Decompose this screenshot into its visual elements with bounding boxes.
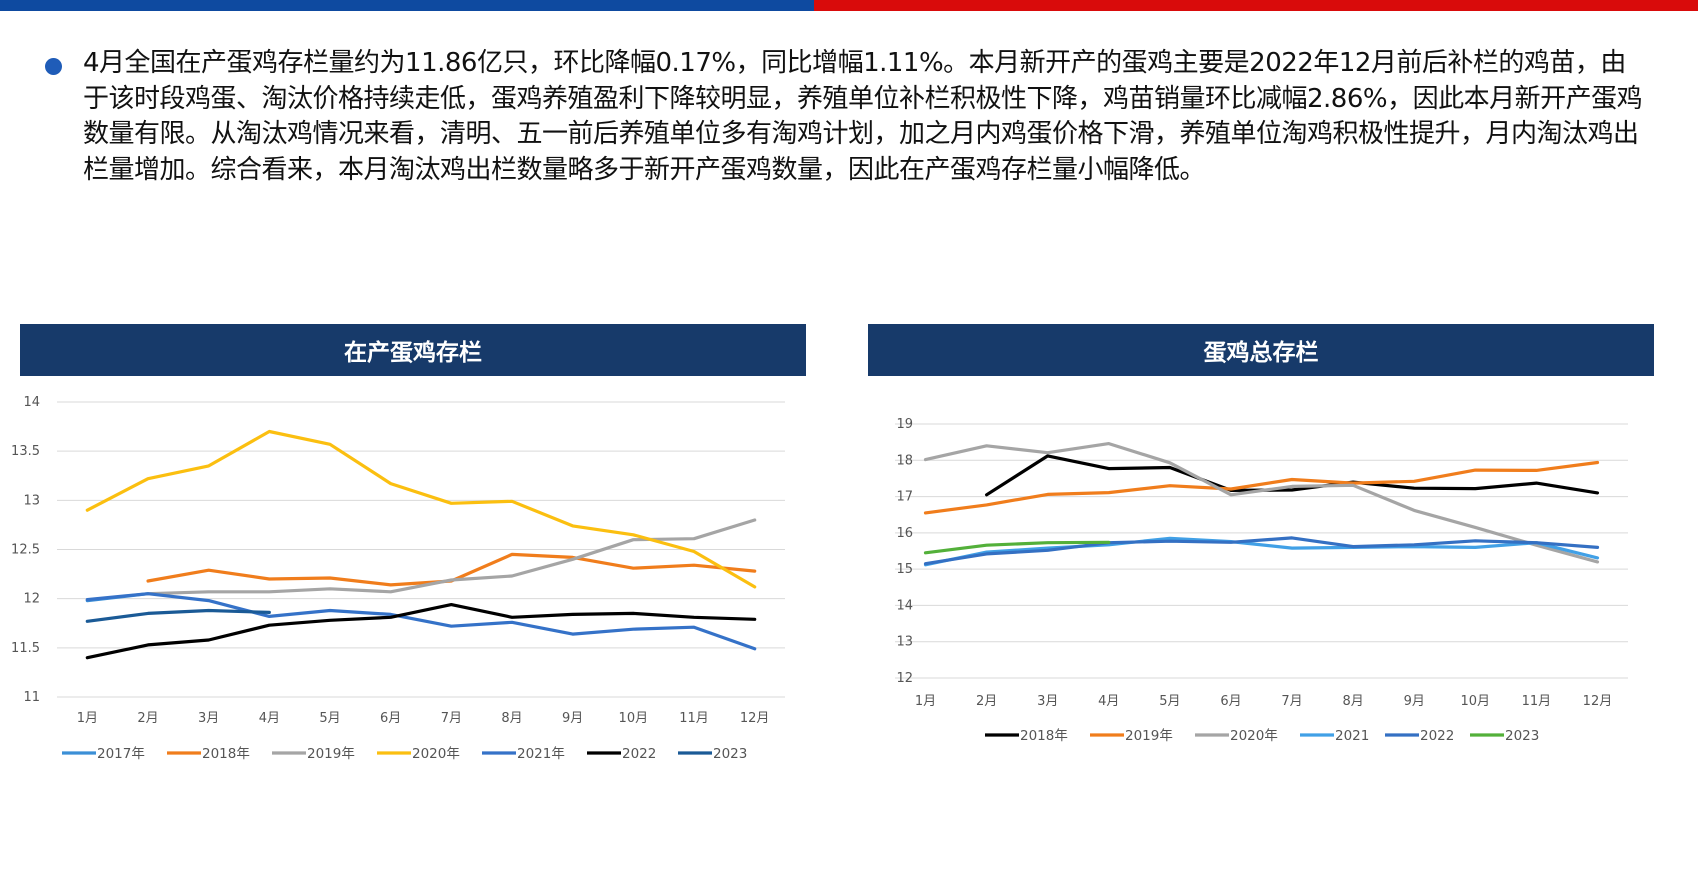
legend-label: 2019年	[1125, 728, 1173, 744]
y-tick-label: 13	[896, 635, 913, 650]
legend-label: 2018年	[202, 746, 250, 762]
x-tick-label: 5月	[1159, 694, 1180, 709]
series-line	[85, 603, 757, 660]
series-line	[146, 518, 757, 596]
x-tick-label: 10月	[619, 711, 649, 726]
y-tick-label: 17	[896, 490, 913, 505]
chart-header-layer-stock: 在产蛋鸡存栏	[20, 324, 806, 376]
series-line	[923, 442, 1600, 564]
legend-label: 2017年	[97, 746, 145, 762]
y-tick-label: 19	[896, 417, 913, 432]
x-tick-label: 11月	[1522, 694, 1552, 709]
legend-label: 2020年	[412, 746, 460, 762]
legend-label: 2020年	[1230, 728, 1278, 744]
y-tick-label: 16	[896, 526, 913, 541]
x-tick-label: 2月	[137, 711, 158, 726]
x-tick-label: 7月	[1281, 694, 1302, 709]
x-tick-label: 8月	[1342, 694, 1363, 709]
x-tick-label: 3月	[198, 711, 219, 726]
series-line	[923, 460, 1600, 515]
y-tick-label: 18	[896, 453, 913, 468]
y-tick-label: 13.5	[11, 444, 40, 459]
legend-label: 2022	[622, 746, 656, 762]
top-bar-red	[814, 0, 1698, 11]
x-tick-label: 9月	[1404, 694, 1425, 709]
legend-label: 2021年	[517, 746, 565, 762]
series-line	[85, 592, 757, 651]
x-tick-label: 1月	[77, 711, 98, 726]
y-tick-label: 11	[23, 690, 40, 705]
legend-label: 2021	[1335, 728, 1369, 744]
series-line	[923, 540, 1111, 555]
series-line	[923, 536, 1600, 567]
legend-label: 2022	[1420, 728, 1454, 744]
chart-header-total-stock: 蛋鸡总存栏	[868, 324, 1654, 376]
x-tick-label: 12月	[1583, 694, 1613, 709]
x-tick-label: 8月	[501, 711, 522, 726]
y-tick-label: 12.5	[11, 543, 40, 558]
bullet-dot	[45, 58, 62, 75]
y-tick-label: 11.5	[11, 641, 40, 656]
y-tick-label: 14	[23, 395, 40, 410]
y-tick-label: 12	[23, 592, 40, 607]
x-tick-label: 5月	[319, 711, 340, 726]
y-tick-label: 12	[896, 671, 913, 686]
x-tick-label: 10月	[1461, 694, 1491, 709]
series-line	[923, 536, 1600, 566]
series-line	[85, 608, 271, 623]
y-tick-label: 15	[896, 562, 913, 577]
x-tick-label: 2月	[976, 694, 997, 709]
y-tick-label: 14	[896, 598, 913, 613]
x-tick-label: 4月	[1098, 694, 1119, 709]
legend-label: 2023	[713, 746, 747, 762]
series-line	[85, 429, 757, 589]
legend-label: 2018年	[1020, 728, 1068, 744]
x-tick-label: 6月	[1220, 694, 1241, 709]
series-line	[985, 454, 1600, 497]
x-tick-label: 9月	[562, 711, 583, 726]
legend-label: 2019年	[307, 746, 355, 762]
x-tick-label: 6月	[380, 711, 401, 726]
x-tick-label: 11月	[679, 711, 709, 726]
x-tick-label: 7月	[441, 711, 462, 726]
x-tick-label: 12月	[740, 711, 770, 726]
x-tick-label: 3月	[1037, 694, 1058, 709]
x-tick-label: 1月	[915, 694, 936, 709]
y-tick-label: 13	[23, 493, 40, 508]
top-bar-blue	[0, 0, 814, 11]
x-tick-label: 4月	[259, 711, 280, 726]
summary-paragraph: 4月全国在产蛋鸡存栏量约为11.86亿只，环比降幅0.17%，同比增幅1.11%…	[83, 48, 1643, 185]
legend-label: 2023	[1505, 728, 1539, 744]
